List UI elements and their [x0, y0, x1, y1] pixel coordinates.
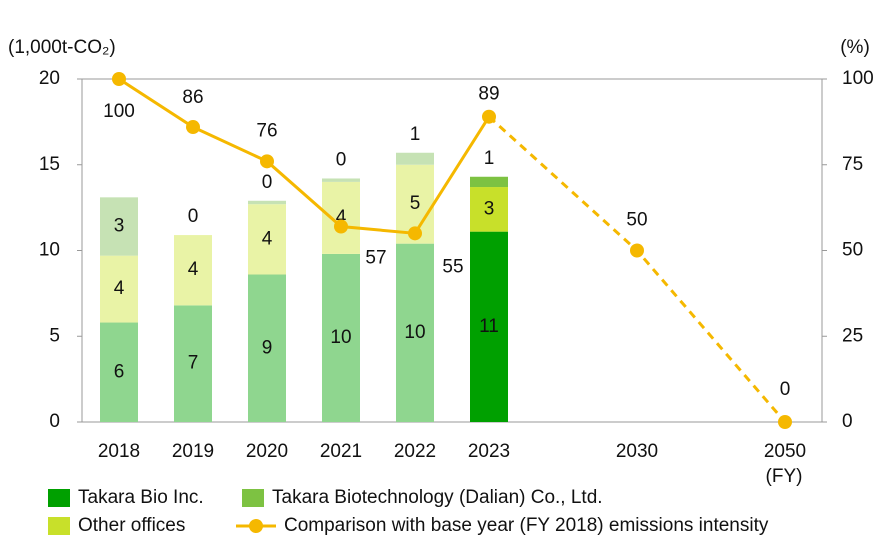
bar-value-label: 1 — [410, 124, 421, 145]
bar-segment — [470, 176, 508, 188]
line-value-label: 50 — [626, 210, 647, 231]
x-tick-label: 2019 — [172, 441, 214, 462]
y2-tick-label: 50 — [842, 240, 863, 261]
x-tick-label: 2020 — [246, 441, 288, 462]
bar-value-label: 10 — [330, 327, 351, 348]
y-tick-label: 15 — [39, 154, 60, 175]
line-point — [630, 243, 644, 258]
line-point — [186, 120, 200, 135]
line-value-label: 57 — [365, 248, 386, 269]
y2-axis-label: (%) — [840, 37, 870, 58]
line-dashed — [487, 115, 787, 423]
y2-tick-label: 100 — [842, 68, 874, 89]
x-tick-label: 2018 — [98, 441, 140, 462]
bar-segment — [396, 243, 434, 422]
bar-value-label: 6 — [114, 361, 125, 382]
bar-segment — [248, 274, 286, 422]
y2-tick-label: 0 — [842, 411, 853, 432]
x-tick-label: 2021 — [320, 441, 362, 462]
y2-tick-label: 75 — [842, 154, 863, 175]
bar-value-label: 5 — [410, 193, 421, 214]
bar-value-label: 0 — [188, 206, 199, 227]
bar-segment — [100, 255, 138, 323]
bar-segment — [322, 181, 360, 254]
x-axis-label: (FY) — [766, 466, 803, 487]
bar-value-label: 4 — [336, 207, 347, 228]
plot-frame — [81, 78, 823, 423]
line-point — [482, 109, 496, 124]
line-value-label: 55 — [442, 256, 463, 277]
legend-label: Other offices — [78, 515, 185, 536]
bar-value-label: 4 — [262, 228, 273, 249]
bar-value-label: 10 — [404, 322, 425, 343]
bar-value-label: 3 — [484, 198, 495, 219]
bar-segment — [174, 235, 212, 306]
bar-segment — [248, 204, 286, 275]
line-value-label: 0 — [780, 379, 791, 400]
line-solid — [118, 77, 491, 235]
line-point — [334, 219, 348, 234]
y-axis-label: (1,000t-CO₂) — [8, 37, 116, 58]
line-value-label: 100 — [103, 101, 135, 122]
line-point — [778, 415, 792, 429]
x-tick-label: 2050 — [764, 441, 806, 462]
line-point — [260, 154, 274, 169]
legend-label: Takara Bio Inc. — [78, 487, 204, 508]
bar-value-label: 0 — [336, 149, 347, 170]
bar-segment — [322, 253, 360, 422]
legend-swatch — [242, 489, 264, 507]
y-tick-label: 5 — [49, 325, 60, 346]
y-tick-label: 10 — [39, 240, 60, 261]
bar-segment — [470, 187, 508, 232]
bar-segment — [100, 197, 138, 256]
y2-tick-label: 25 — [842, 325, 863, 346]
x-tick-label: 2023 — [468, 441, 510, 462]
bar-value-label: 7 — [188, 353, 199, 374]
bar-value-label: 1 — [484, 148, 495, 169]
bar-segment — [470, 231, 508, 422]
bar-value-label: 9 — [262, 337, 273, 358]
bar-segment — [322, 178, 360, 182]
legend-label: Takara Biotechnology (Dalian) Co., Ltd. — [272, 487, 603, 508]
line-value-label: 76 — [256, 120, 277, 141]
bar-value-label: 3 — [114, 216, 125, 237]
bar-segment — [248, 200, 286, 205]
y-tick-label: 20 — [39, 68, 60, 89]
bar-segment — [174, 305, 212, 422]
y-tick-label: 0 — [49, 411, 60, 432]
legend-swatch — [48, 489, 70, 507]
line-point — [408, 226, 422, 241]
bar-value-label: 4 — [188, 259, 199, 280]
line-point — [112, 72, 126, 86]
legend-marker — [249, 519, 263, 533]
bar-value-label: 4 — [114, 278, 125, 299]
legend-swatch — [48, 517, 70, 535]
bar-segment — [100, 322, 138, 422]
legend-label: Comparison with base year (FY 2018) emis… — [284, 515, 769, 536]
line-value-label: 86 — [182, 87, 203, 108]
x-tick-label: 2030 — [616, 441, 658, 462]
x-tick-label: 2022 — [394, 441, 436, 462]
bar-segment — [396, 152, 434, 165]
bar-value-label: 11 — [479, 316, 499, 337]
bar-value-label: 0 — [262, 172, 273, 193]
line-value-label: 89 — [478, 84, 499, 105]
